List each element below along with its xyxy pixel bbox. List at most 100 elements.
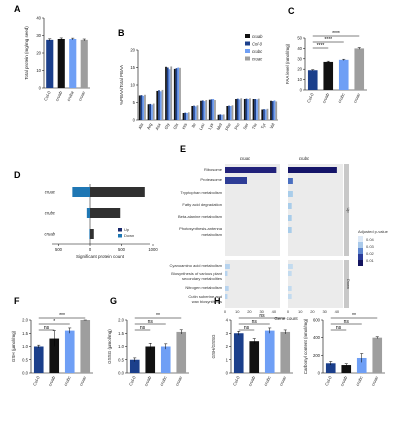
significance-label-I: **: [352, 313, 356, 319]
bar-B-His-Col-0: [184, 112, 187, 120]
legend-label-B: cruab: [252, 34, 263, 39]
x-tick-label-B: Val: [269, 122, 276, 129]
bar-B-Met-crubc: [221, 114, 223, 120]
bar-B-Leu-crubc: [203, 101, 206, 120]
bar-B-Arg-crubc: [151, 104, 153, 120]
x-tick-label-F: cruab: [47, 375, 56, 387]
legend-gradient-E: [358, 248, 363, 254]
x-tick-label-H: cruab: [247, 375, 256, 387]
bar-B-Thr-Col-0: [254, 99, 257, 120]
panel-letter-E: E: [180, 144, 186, 154]
bar-F-crubc: [64, 330, 75, 373]
legend-tick-E: 0.01: [366, 258, 375, 263]
legend-label-up: Up: [124, 227, 130, 232]
x-tick-label-I: cruac: [370, 374, 379, 386]
y-tick-label-B: 0: [133, 118, 136, 123]
legend-swatch-down: [118, 234, 122, 238]
facet-panel-down: [225, 260, 280, 308]
y-tick-label-I: 0: [318, 371, 321, 376]
term-label-down: Nitrogen metabolism: [185, 285, 222, 290]
y-axis-label-B: %PBAA/Total PBAA: [119, 65, 124, 105]
bar-E-crubc-down: [288, 294, 292, 299]
x-tick-label-A: cruac: [77, 89, 86, 101]
x-tick-label-B: Ile: [190, 122, 197, 129]
bar-F-Col-0: [33, 346, 44, 373]
panel-letter-H: H: [214, 296, 221, 306]
bar-A-cruac: [80, 39, 88, 88]
bar-B-Lys-Col-0: [210, 99, 213, 120]
bar-G-crubc: [160, 346, 171, 373]
x-tick-label-F: crubc: [63, 374, 72, 386]
x-tick-label-E: 30: [322, 309, 327, 314]
bar-B-Arg-cruac: [152, 103, 155, 120]
bar-E-crubc-down: [288, 264, 293, 269]
bar-G-cruab: [145, 346, 156, 373]
significance-label-G: ns: [140, 325, 146, 331]
x-tick-label-B: Gly: [163, 121, 171, 130]
x-tick-label-E: 30: [259, 309, 264, 314]
x-tick-label-E: 0: [224, 309, 227, 314]
legend-gradient-E: [358, 260, 363, 266]
legend-gradient-E: [358, 236, 363, 242]
x-tick-label-D: 0: [89, 247, 92, 252]
significance-label-F: *: [53, 319, 55, 325]
y-tick-label-H: 4: [226, 318, 229, 323]
panel-letter-F: F: [14, 296, 20, 306]
facet-title-crubc: crubc: [299, 156, 310, 161]
x-tick-label-B: Tyr: [260, 122, 267, 130]
x-tick-label-E: 0: [287, 309, 290, 314]
strip-label-up: Up: [346, 207, 351, 213]
bar-B-Lys-cruac: [214, 100, 216, 120]
significance-label-H: ns: [259, 313, 265, 319]
bar-E-crubc-up: [288, 191, 293, 197]
bar-B-Leu-Col-0: [201, 100, 204, 120]
legend-tick-E: 0.02: [366, 251, 375, 256]
term-label-down: secondary metabolites: [182, 276, 222, 281]
category-label-D: cruac: [45, 190, 56, 195]
strip-down: [344, 260, 349, 308]
bar-B-His-crubc: [186, 113, 188, 120]
x-tick-label-G: Col-0: [128, 375, 137, 387]
bar-H-Col-0: [233, 333, 244, 373]
bar-E-crubc-Ribosome: [288, 167, 337, 173]
bar-B-Tyr-cruab: [261, 109, 264, 120]
up-bar-D-cruac: [90, 187, 145, 197]
bar-C-cruac: [354, 48, 365, 90]
x-tick-label-I: Col-0: [324, 375, 333, 387]
term-label-down: Cutin suberine and: [188, 294, 222, 299]
y-axis-label-H: GSH/GSSG: [211, 334, 216, 359]
bar-B-Ser-cruac: [249, 98, 251, 120]
x-tick-label-E: 10: [235, 309, 240, 314]
facet-panel-up: [288, 164, 343, 256]
x-tick-label-D: 500: [55, 247, 63, 252]
legend-label-B: Col-0: [252, 42, 263, 47]
bar-E-crubc-up: [288, 215, 292, 221]
y-tick-label-I: 400: [313, 335, 321, 340]
bar-E-cruac-Ribosome: [225, 167, 277, 173]
y-tick-label-F: 0.0: [22, 371, 28, 376]
x-axis-label-E: Gene count: [274, 316, 298, 321]
significance-label-F: ***: [59, 313, 65, 319]
bar-A-cruab: [57, 39, 65, 88]
y-tick-label-H: 2: [226, 344, 229, 349]
y-axis-label-F: GSH (µmol/mg): [11, 330, 16, 362]
bar-B-Asx-Col-0: [158, 90, 160, 120]
bar-B-Tyr-cruac: [266, 108, 269, 120]
x-tick-label-B: Lys: [207, 122, 214, 130]
y-tick-label-A: 40: [36, 16, 41, 21]
bar-B-Met-cruac: [222, 114, 225, 120]
term-label-up: Fatty acid degradation: [182, 202, 222, 207]
x-tick-label-B: Ser: [242, 122, 250, 131]
y-tick-label-I: 200: [313, 353, 321, 358]
x-tick-label-C: Col-0: [306, 92, 315, 104]
bar-B-Ile-cruab: [191, 106, 194, 120]
x-tick-label-A: cruba: [66, 90, 75, 102]
x-tick-label-E: 20: [247, 309, 252, 314]
term-label-up: Beta-alanine metabolism: [178, 214, 223, 219]
bar-B-Arg-cruab: [147, 104, 150, 120]
bar-B-Ala-Col-0: [140, 95, 143, 120]
y-tick-label-G: 0.0: [118, 371, 124, 376]
bar-I-cruac: [372, 337, 383, 373]
y-tick-label-A: 10: [36, 68, 41, 73]
down-bar-D-crubc: [86, 208, 90, 218]
